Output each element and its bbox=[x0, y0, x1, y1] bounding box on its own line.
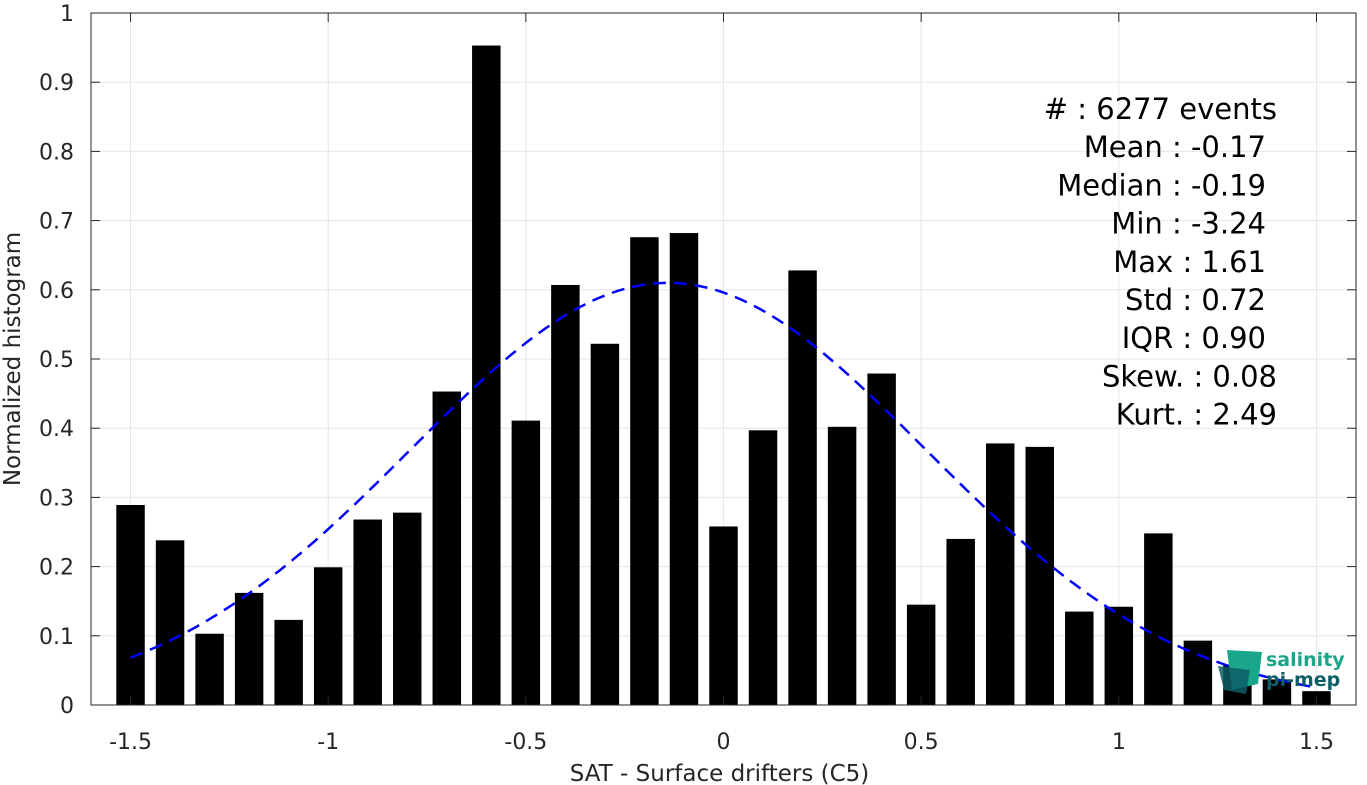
gaussian-fit bbox=[130, 281, 1317, 689]
stat-line: Kurt. : 2.49 bbox=[1116, 398, 1277, 432]
logo-text-pimep: pi-mep bbox=[1266, 669, 1340, 691]
histogram-bar bbox=[709, 526, 738, 705]
logo-mark-shadow bbox=[1218, 666, 1250, 694]
x-tick-label: -1.5 bbox=[109, 730, 152, 755]
y-axis-label: Normalized histogram bbox=[0, 232, 26, 486]
y-tick-label: 0.2 bbox=[39, 556, 74, 581]
histogram-bar bbox=[1262, 679, 1292, 705]
y-tick-label: 0.9 bbox=[39, 71, 74, 96]
stat-line: Mean : -0.17 bbox=[1084, 130, 1266, 164]
y-tick-labels: 0 0.1 0.2 0.3 0.4 0.5 0.6 0.7 0.8 0.9 1 bbox=[39, 2, 74, 719]
histogram-bar bbox=[748, 430, 778, 705]
histogram-bar bbox=[393, 512, 422, 705]
y-tick-label: 0.4 bbox=[39, 417, 74, 442]
histogram-bar bbox=[590, 343, 620, 705]
histogram-bar bbox=[985, 443, 1015, 705]
y-tick-label: 0.5 bbox=[39, 348, 74, 373]
histogram-bar bbox=[472, 45, 501, 706]
y-tick-label: 0.8 bbox=[39, 140, 74, 165]
histogram-bar bbox=[827, 426, 857, 705]
histogram-bar bbox=[946, 538, 975, 705]
histogram-bar bbox=[1065, 611, 1094, 705]
y-tick-label: 1 bbox=[60, 2, 74, 27]
statistics-annotation: # : 6277 events Mean : -0.17 Median : -0.1… bbox=[1044, 92, 1277, 432]
histogram-bar bbox=[195, 633, 224, 705]
stat-line: Skew. : 0.08 bbox=[1102, 359, 1277, 393]
stat-line: # : 6277 events bbox=[1044, 92, 1277, 126]
x-tick-labels: -1.5 -1 -0.5 0 0.5 1 1.5 bbox=[109, 730, 1334, 755]
x-tick-label: 1 bbox=[1112, 730, 1126, 755]
y-tick-label: 0 bbox=[60, 694, 74, 719]
histogram-bar bbox=[1104, 606, 1134, 705]
stat-line: Min : -3.24 bbox=[1111, 207, 1266, 241]
histogram-bar bbox=[1144, 533, 1173, 705]
stat-line: IQR : 0.90 bbox=[1122, 321, 1266, 355]
histogram-bar bbox=[432, 391, 462, 705]
x-axis-label: SAT - Surface drifters (C5) bbox=[570, 761, 870, 785]
histogram-bar bbox=[788, 270, 817, 705]
x-tick-label: 0 bbox=[717, 730, 731, 755]
y-tick-label: 0.3 bbox=[39, 486, 74, 511]
histogram-bar bbox=[274, 619, 303, 705]
histogram-bar bbox=[313, 567, 343, 705]
stat-line: Median : -0.19 bbox=[1057, 168, 1266, 202]
x-tick-label: 0.5 bbox=[904, 730, 939, 755]
x-tick-label: -1 bbox=[317, 730, 339, 755]
histogram-bar bbox=[353, 519, 382, 705]
histogram-bar bbox=[116, 505, 145, 705]
histogram-bar bbox=[867, 373, 896, 705]
histogram-bar bbox=[1025, 446, 1054, 705]
histogram-bar bbox=[155, 540, 185, 705]
y-tick-label: 0.6 bbox=[39, 279, 74, 304]
histogram-bar bbox=[630, 237, 659, 705]
bars bbox=[116, 45, 1331, 706]
y-tick-label: 0.7 bbox=[39, 210, 74, 235]
histogram-bar bbox=[669, 233, 699, 705]
salinity-pimep-logo: salinity pi-mep bbox=[1218, 649, 1345, 694]
logo-text-salinity: salinity bbox=[1266, 649, 1345, 671]
axis-ticks bbox=[91, 12, 1356, 706]
stat-line: Std : 0.72 bbox=[1125, 283, 1266, 317]
x-tick-label: 1.5 bbox=[1299, 730, 1334, 755]
x-tick-label: -0.5 bbox=[504, 730, 547, 755]
y-tick-label: 0.1 bbox=[39, 625, 74, 650]
stat-line: Max : 1.61 bbox=[1113, 245, 1266, 279]
histogram-bar bbox=[511, 420, 541, 705]
histogram-bar bbox=[234, 592, 264, 705]
histogram-bar bbox=[906, 604, 936, 705]
histogram-bar bbox=[551, 284, 580, 705]
gaussian-fit-line bbox=[130, 281, 1317, 689]
